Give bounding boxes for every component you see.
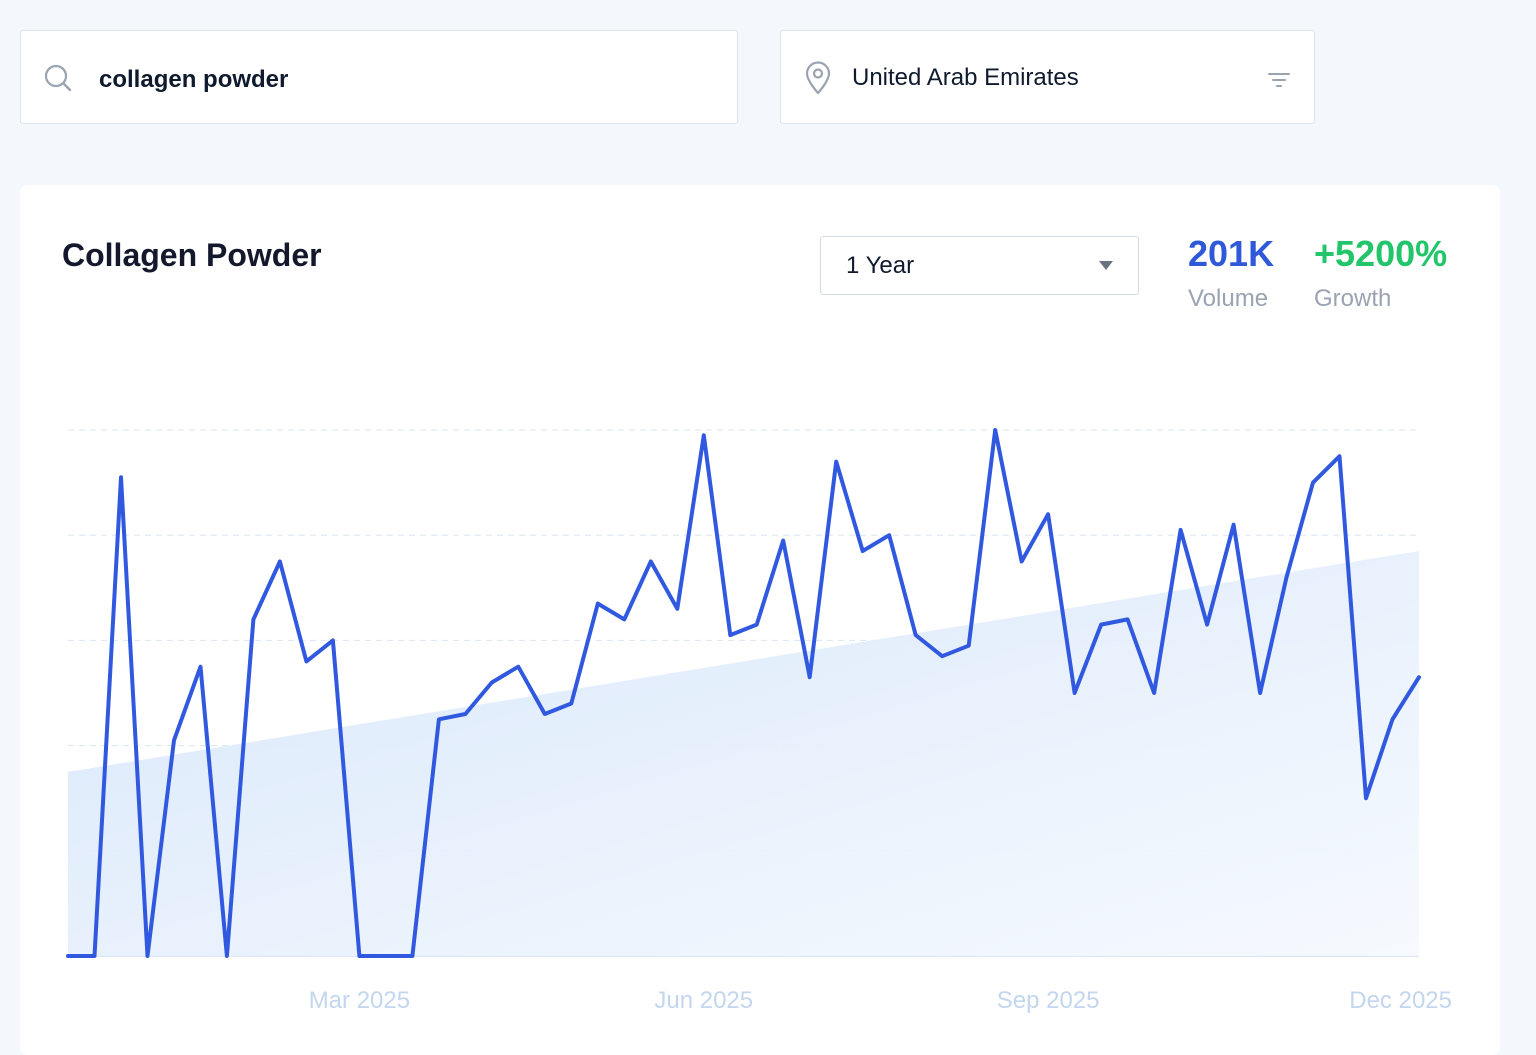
- data-point: [596, 602, 600, 606]
- growth-label: Growth: [1314, 285, 1392, 312]
- data-point: [1258, 691, 1262, 695]
- data-point: [914, 633, 918, 637]
- data-point: [278, 560, 282, 564]
- growth-value: +5200%: [1314, 233, 1448, 274]
- data-point: [92, 954, 96, 958]
- data-point: [834, 460, 838, 464]
- data-point: [1364, 796, 1368, 800]
- data-point: [463, 712, 467, 716]
- x-tick-label: Jun 2025: [654, 987, 753, 1014]
- location-pin-icon: [805, 61, 831, 95]
- data-point: [1417, 675, 1421, 679]
- data-point: [622, 617, 626, 621]
- data-point: [887, 533, 891, 537]
- data-point: [1391, 717, 1395, 721]
- data-point: [66, 954, 70, 958]
- data-point: [861, 549, 865, 553]
- series-line: [66, 428, 1421, 958]
- volume-label: Volume: [1188, 285, 1269, 312]
- data-point: [702, 433, 706, 437]
- location-label: United Arab Emirates: [852, 64, 1079, 91]
- data-point: [781, 538, 785, 542]
- data-point: [1152, 691, 1156, 695]
- trend-area: [68, 550, 1419, 956]
- search-input[interactable]: [97, 59, 701, 101]
- data-point: [384, 954, 388, 958]
- data-point: [755, 623, 759, 627]
- data-point: [675, 607, 679, 611]
- search-box[interactable]: [20, 30, 738, 124]
- data-point: [410, 954, 414, 958]
- data-point: [1046, 512, 1050, 516]
- data-point: [940, 654, 944, 658]
- x-tick-label: Dec 2025: [1349, 987, 1452, 1014]
- data-point: [1073, 691, 1077, 695]
- data-point: [304, 659, 308, 663]
- period-dropdown[interactable]: 1 Year: [820, 236, 1139, 295]
- data-point: [808, 675, 812, 679]
- data-point: [145, 954, 149, 958]
- data-point: [1338, 454, 1342, 458]
- data-point: [251, 617, 255, 621]
- data-point: [1099, 623, 1103, 627]
- x-tick-label: Sep 2025: [997, 987, 1100, 1014]
- x-tick-label: Mar 2025: [309, 987, 410, 1014]
- data-point: [225, 954, 229, 958]
- data-point: [331, 638, 335, 642]
- data-point: [649, 560, 653, 564]
- data-point: [728, 633, 732, 637]
- chevron-down-icon: [1099, 261, 1113, 270]
- data-point: [1020, 560, 1024, 564]
- data-point: [1205, 623, 1209, 627]
- data-point: [1285, 575, 1289, 579]
- location-select[interactable]: United Arab Emirates: [780, 30, 1315, 124]
- data-point: [437, 717, 441, 721]
- data-point: [1232, 523, 1236, 527]
- period-dropdown-value: 1 Year: [846, 252, 915, 279]
- data-point: [543, 712, 547, 716]
- data-point: [490, 680, 494, 684]
- search-icon: [44, 64, 72, 92]
- data-point: [569, 702, 573, 706]
- data-point: [1179, 528, 1183, 532]
- card-title: Collagen Powder: [62, 237, 322, 273]
- data-point: [357, 954, 361, 958]
- data-point: [172, 738, 176, 742]
- filter-icon[interactable]: [1267, 71, 1291, 89]
- data-point: [1126, 617, 1130, 621]
- volume-value: 201K: [1188, 233, 1275, 274]
- data-point: [967, 644, 971, 648]
- data-point: [993, 428, 997, 432]
- data-point: [1311, 481, 1315, 485]
- data-point: [198, 665, 202, 669]
- data-point: [516, 665, 520, 669]
- data-point: [119, 475, 123, 479]
